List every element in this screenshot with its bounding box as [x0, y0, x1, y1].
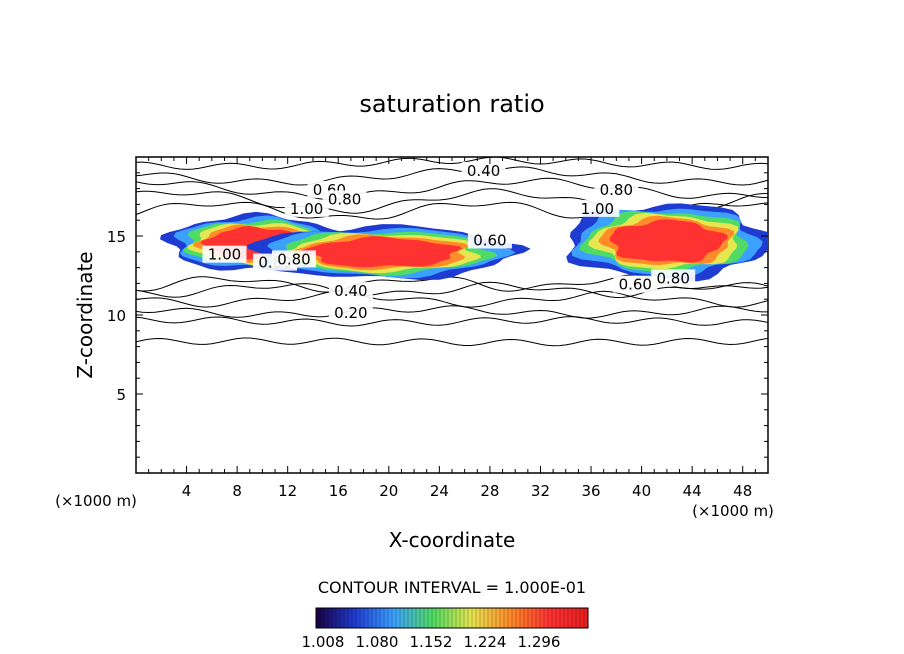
y-tick-label: 5 [116, 386, 126, 404]
contour-label-bg [284, 199, 329, 217]
contour-label-bg [322, 190, 367, 208]
supersaturation-fill [160, 203, 768, 282]
x-tick-label: 16 [329, 482, 348, 500]
x-tick-label: 36 [581, 482, 600, 500]
x-axis-label: X-coordinate [389, 528, 516, 552]
contour-label: 0.40 [467, 162, 500, 180]
contour-label: 0.60 [619, 276, 652, 294]
contour-label: 0.20 [334, 304, 367, 322]
saturation-fill-band [609, 219, 728, 263]
y-axis-ticks: 5 10 15 [107, 172, 768, 458]
x-tick-label: 44 [683, 482, 702, 500]
colorbar-tick-label: 1.152 [410, 633, 453, 651]
contour-label-bg [651, 269, 696, 287]
colorbar-tick-label: 1.080 [356, 633, 399, 651]
contour-label-bg [272, 250, 316, 268]
contour-label: 1.00 [208, 246, 241, 264]
colorbar-stripes [319, 608, 585, 628]
colorbar-tick-label: 1.296 [518, 633, 561, 651]
contour-label: 0.80 [600, 181, 633, 199]
colorbar-tick-label: 1.224 [464, 633, 507, 651]
contour-label-bg [613, 275, 658, 293]
x-tick-label: 8 [232, 482, 242, 500]
contour-label-bg [328, 304, 373, 322]
z-units-label: (×1000 m) [55, 492, 137, 510]
contour-label-bg [575, 199, 620, 217]
x-tick-label: 4 [182, 482, 192, 500]
colorbar-tick-label: 1.008 [302, 633, 345, 651]
contour-interval-text: CONTOUR INTERVAL = 1.000E-01 [318, 578, 586, 597]
contour-label: 0.80 [328, 190, 361, 208]
y-axis-label: Z-coordinate [73, 251, 97, 378]
contour-label: 0.40 [334, 282, 367, 300]
chart-title: saturation ratio [359, 90, 544, 118]
contour-label-bg [461, 161, 506, 179]
colorbar: 1.008 1.080 1.152 1.224 1.296 [302, 607, 589, 651]
contour-labels: 0.400.600.801.000.801.000.800.600.400.20… [202, 161, 696, 322]
x-tick-label: 28 [480, 482, 499, 500]
contour-line [136, 166, 768, 186]
contour-label-bg [202, 245, 247, 263]
contour-label: 0.80 [277, 250, 310, 268]
contour-label-bg [328, 282, 373, 300]
contour-label-bg [467, 231, 512, 249]
contour-label: 1.00 [290, 200, 323, 218]
contour-line [136, 281, 768, 299]
x-tick-label: 48 [733, 482, 752, 500]
contour-label: 0.60 [473, 231, 506, 249]
contour-label-bg [594, 180, 639, 198]
x-tick-label: 32 [531, 482, 550, 500]
contour-line [136, 177, 768, 201]
contour-line [136, 337, 768, 347]
saturation-fill-band [301, 236, 463, 268]
x-tick-label: 12 [278, 482, 297, 500]
x-units-label: (×1000 m) [692, 502, 774, 520]
contour-line [136, 316, 768, 327]
x-tick-label: 20 [379, 482, 398, 500]
x-tick-label: 40 [632, 482, 651, 500]
contour-line [136, 290, 768, 308]
contour-line [136, 157, 768, 170]
contour-label: 0.80 [656, 269, 689, 287]
contour-label: 1.00 [581, 200, 614, 218]
contour-line [136, 305, 768, 319]
x-tick-label: 24 [430, 482, 449, 500]
y-tick-label: 10 [107, 307, 126, 325]
x-axis-ticks: 4 8 12 16 20 24 28 32 36 40 44 48 [148, 157, 756, 500]
colorbar-tick-labels: 1.008 1.080 1.152 1.224 1.296 [302, 633, 561, 651]
y-tick-label: 15 [107, 228, 126, 246]
